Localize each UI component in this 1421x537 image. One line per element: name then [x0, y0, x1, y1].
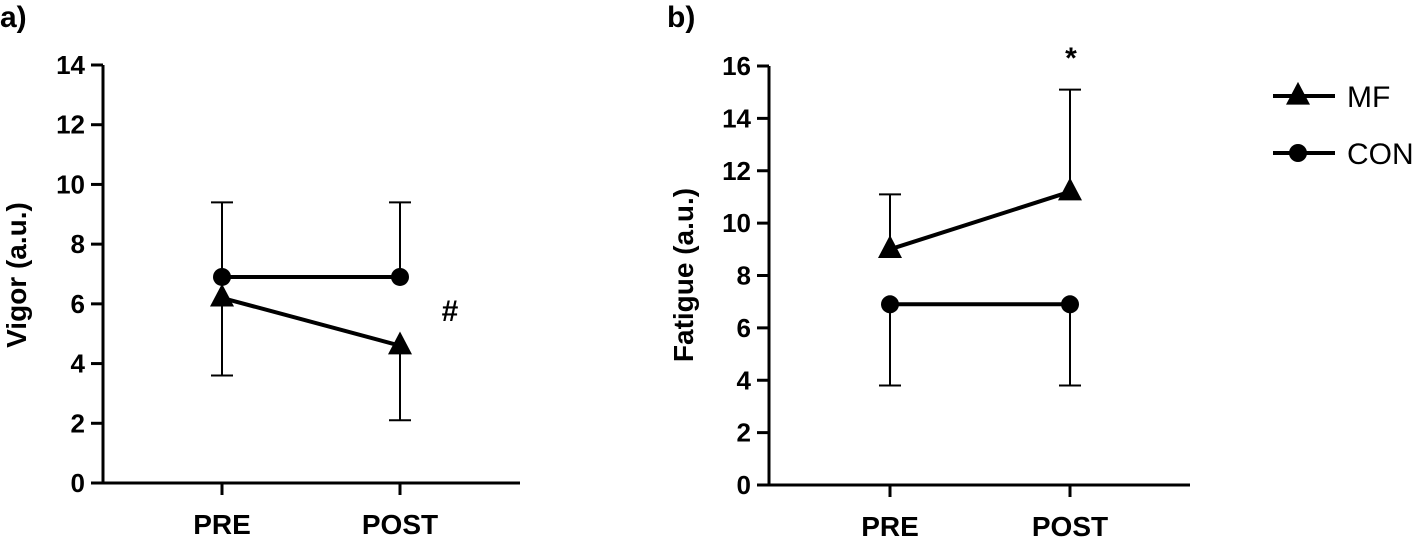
mf-point [210, 283, 234, 307]
con-point [881, 295, 899, 314]
y-tick-label: 2 [737, 418, 751, 448]
mf-point [1058, 177, 1082, 201]
panel-b: b) Fatigue (a.u.) 0 2 4 6 8 10 12 14 16 PRE POST * [667, 1, 1190, 537]
legend-con-label: CON [1347, 138, 1414, 171]
con-point [1061, 295, 1079, 314]
y-tick-label: 12 [722, 156, 751, 186]
legend: MF CON [1273, 81, 1414, 171]
mf-series-line [889, 189, 1071, 252]
y-tick-label: 0 [71, 468, 85, 498]
mf-point [388, 331, 412, 355]
x-tick-label: POST [1032, 511, 1108, 537]
legend-con-marker [1289, 144, 1307, 162]
y-tick-label: 14 [722, 103, 751, 133]
x-tick-label: PRE [861, 511, 919, 537]
y-tick-label: 6 [737, 313, 751, 343]
x-tick-label: PRE [193, 509, 251, 537]
legend-mf-marker [1286, 81, 1310, 105]
y-tick-label: 8 [737, 261, 751, 291]
panel-a-label: a) [0, 1, 27, 34]
panel-a-significance-marker: # [442, 295, 459, 328]
y-tick-label: 0 [737, 470, 751, 500]
panel-b-y-axis-title: Fatigue (a.u.) [668, 188, 699, 362]
y-tick-label: 12 [56, 110, 85, 140]
panel-a: a) Vigor (a.u.) 0 2 4 6 8 10 12 14 PRE POST # [0, 1, 520, 537]
y-tick-label: 2 [71, 408, 85, 438]
y-tick-label: 10 [56, 169, 85, 199]
y-tick-label: 16 [722, 51, 751, 81]
con-point [391, 267, 409, 286]
con-point [213, 267, 231, 286]
legend-mf-label: MF [1347, 81, 1390, 114]
panel-b-label: b) [667, 1, 695, 34]
y-tick-label: 4 [71, 349, 86, 379]
panel-a-y-axis-title: Vigor (a.u.) [1, 202, 32, 348]
panel-b-significance-marker: * [1065, 42, 1077, 75]
mf-series-line [221, 295, 401, 348]
x-tick-label: POST [362, 509, 438, 537]
y-tick-label: 4 [737, 365, 752, 395]
mf-point [878, 235, 902, 258]
y-tick-label: 6 [71, 289, 85, 319]
y-tick-label: 8 [71, 229, 85, 259]
y-tick-label: 14 [56, 50, 85, 80]
y-tick-label: 10 [722, 208, 751, 238]
